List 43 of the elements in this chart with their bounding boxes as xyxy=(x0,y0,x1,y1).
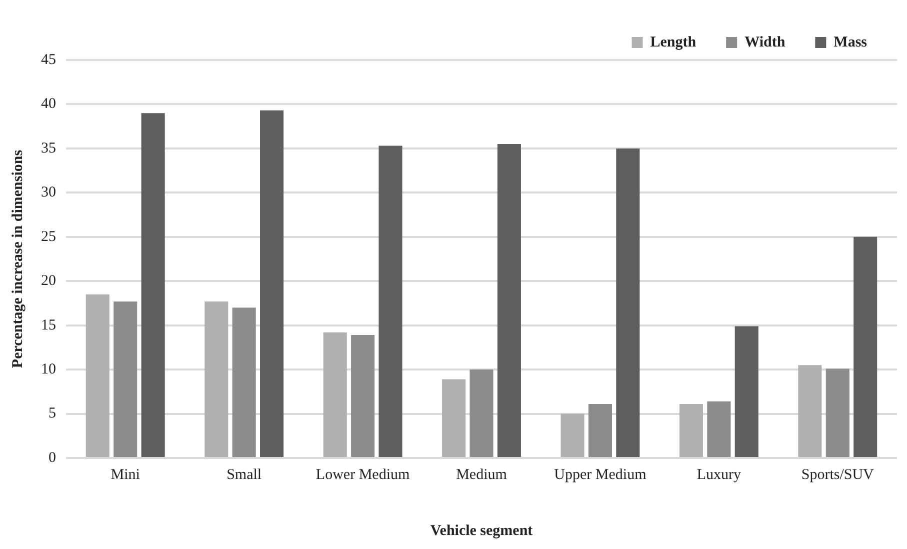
x-axis-title: Vehicle segment xyxy=(430,522,533,539)
legend-label: Width xyxy=(744,34,786,50)
legend-label: Mass xyxy=(834,34,868,50)
x-tick-label: Lower Medium xyxy=(316,466,410,483)
y-tick-label: 20 xyxy=(41,273,56,290)
bar xyxy=(707,401,731,457)
bar xyxy=(141,113,165,457)
y-tick-label: 0 xyxy=(48,450,56,466)
bar xyxy=(616,148,640,457)
bar xyxy=(204,301,228,457)
y-tick-label: 35 xyxy=(41,140,56,156)
x-tick-label: Upper Medium xyxy=(554,466,647,483)
y-tick-label: 25 xyxy=(41,228,56,245)
bar xyxy=(378,146,402,457)
bar xyxy=(560,414,584,457)
y-tick-label: 45 xyxy=(41,52,56,68)
bar xyxy=(826,368,850,457)
bar xyxy=(497,144,521,457)
bar xyxy=(260,110,284,457)
bar xyxy=(679,404,703,457)
bar xyxy=(798,365,822,457)
bar xyxy=(351,335,375,457)
x-tick-label: Sports/SUV xyxy=(801,466,874,483)
bar xyxy=(442,379,466,457)
bar xyxy=(232,308,256,457)
y-tick-label: 30 xyxy=(41,184,56,201)
bar xyxy=(588,404,612,457)
x-tick-label: Small xyxy=(226,466,262,483)
y-tick-label: 5 xyxy=(48,406,56,422)
x-tick-label: Mini xyxy=(110,466,140,483)
bar xyxy=(86,294,110,457)
y-tick-label: 40 xyxy=(41,96,56,112)
legend-label: Length xyxy=(650,34,697,50)
bar xyxy=(114,301,138,457)
y-axis-title: Percentage increase in dimensions xyxy=(10,150,26,368)
bar xyxy=(734,326,758,457)
bar xyxy=(470,370,494,457)
x-tick-label: Luxury xyxy=(696,466,742,483)
bar xyxy=(323,332,347,457)
y-tick-label: 10 xyxy=(41,361,56,378)
x-tick-label: Medium xyxy=(456,466,508,483)
bar xyxy=(854,236,878,457)
y-tick-label: 15 xyxy=(41,317,56,334)
